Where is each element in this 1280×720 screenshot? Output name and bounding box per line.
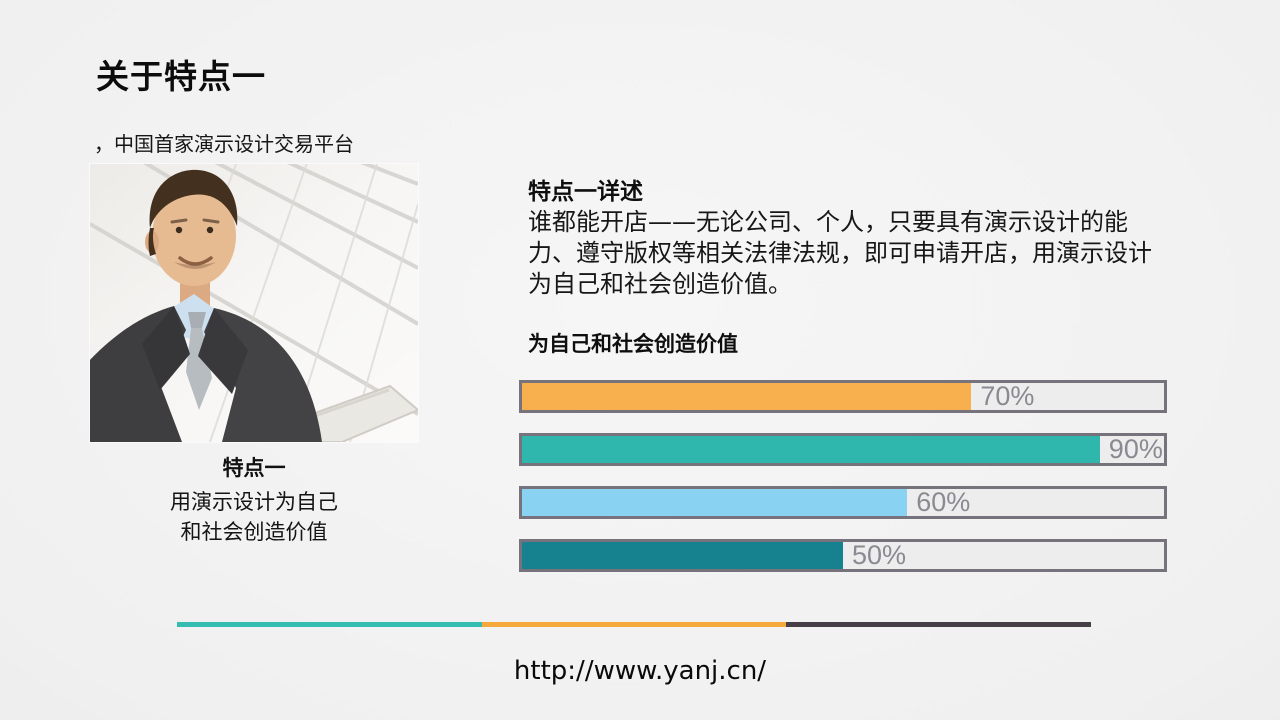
detail-body-line: 谁都能开店——无论公司、个人，只要具有演示设计的能 [528, 208, 1128, 236]
bar-chart: 70% 90% 60% 50% [519, 380, 1167, 592]
detail-body: 谁都能开店——无论公司、个人，只要具有演示设计的能 力、遵守版权等相关法律法规，… [528, 207, 1193, 300]
bar-row: 60% [519, 486, 1167, 519]
bar-row: 50% [519, 539, 1167, 572]
bar-fill [522, 383, 972, 410]
divider-segment-teal [177, 622, 482, 627]
bar-fill [522, 542, 843, 569]
chart-heading: 为自己和社会创造价值 [528, 332, 738, 356]
bar-value-label: 50% [852, 540, 907, 570]
bar-row: 70% [519, 380, 1167, 413]
divider-segment-dark [786, 622, 1092, 627]
photo-caption-line2: 和社会创造价值 [180, 520, 328, 544]
footer-url: http://www.yanj.cn/ [513, 656, 767, 686]
detail-body-line: 力、遵守版权等相关法律法规，即可申请开店，用演示设计 [528, 239, 1152, 267]
bar-fill [522, 436, 1100, 463]
businessman-photo [90, 164, 418, 442]
bar-fill [522, 489, 908, 516]
bar-value-label: 90% [1108, 434, 1163, 464]
bar-value-label: 70% [980, 381, 1035, 411]
detail-heading: 特点一详述 [528, 179, 643, 205]
bar-row: 90% [519, 433, 1167, 466]
slide-subtitle: ，中国首家演示设计交易平台 [94, 132, 354, 156]
bar-value-label: 60% [916, 487, 971, 517]
photo-caption-line1: 用演示设计为自己 [170, 490, 338, 514]
page-title: 关于特点一 [96, 57, 266, 96]
businessman-illustration [90, 164, 418, 442]
tricolor-divider [177, 622, 1092, 627]
detail-body-line: 为自己和社会创造价值。 [528, 270, 792, 298]
photo-caption-heading: 特点一 [222, 456, 286, 480]
divider-segment-orange [481, 622, 787, 627]
